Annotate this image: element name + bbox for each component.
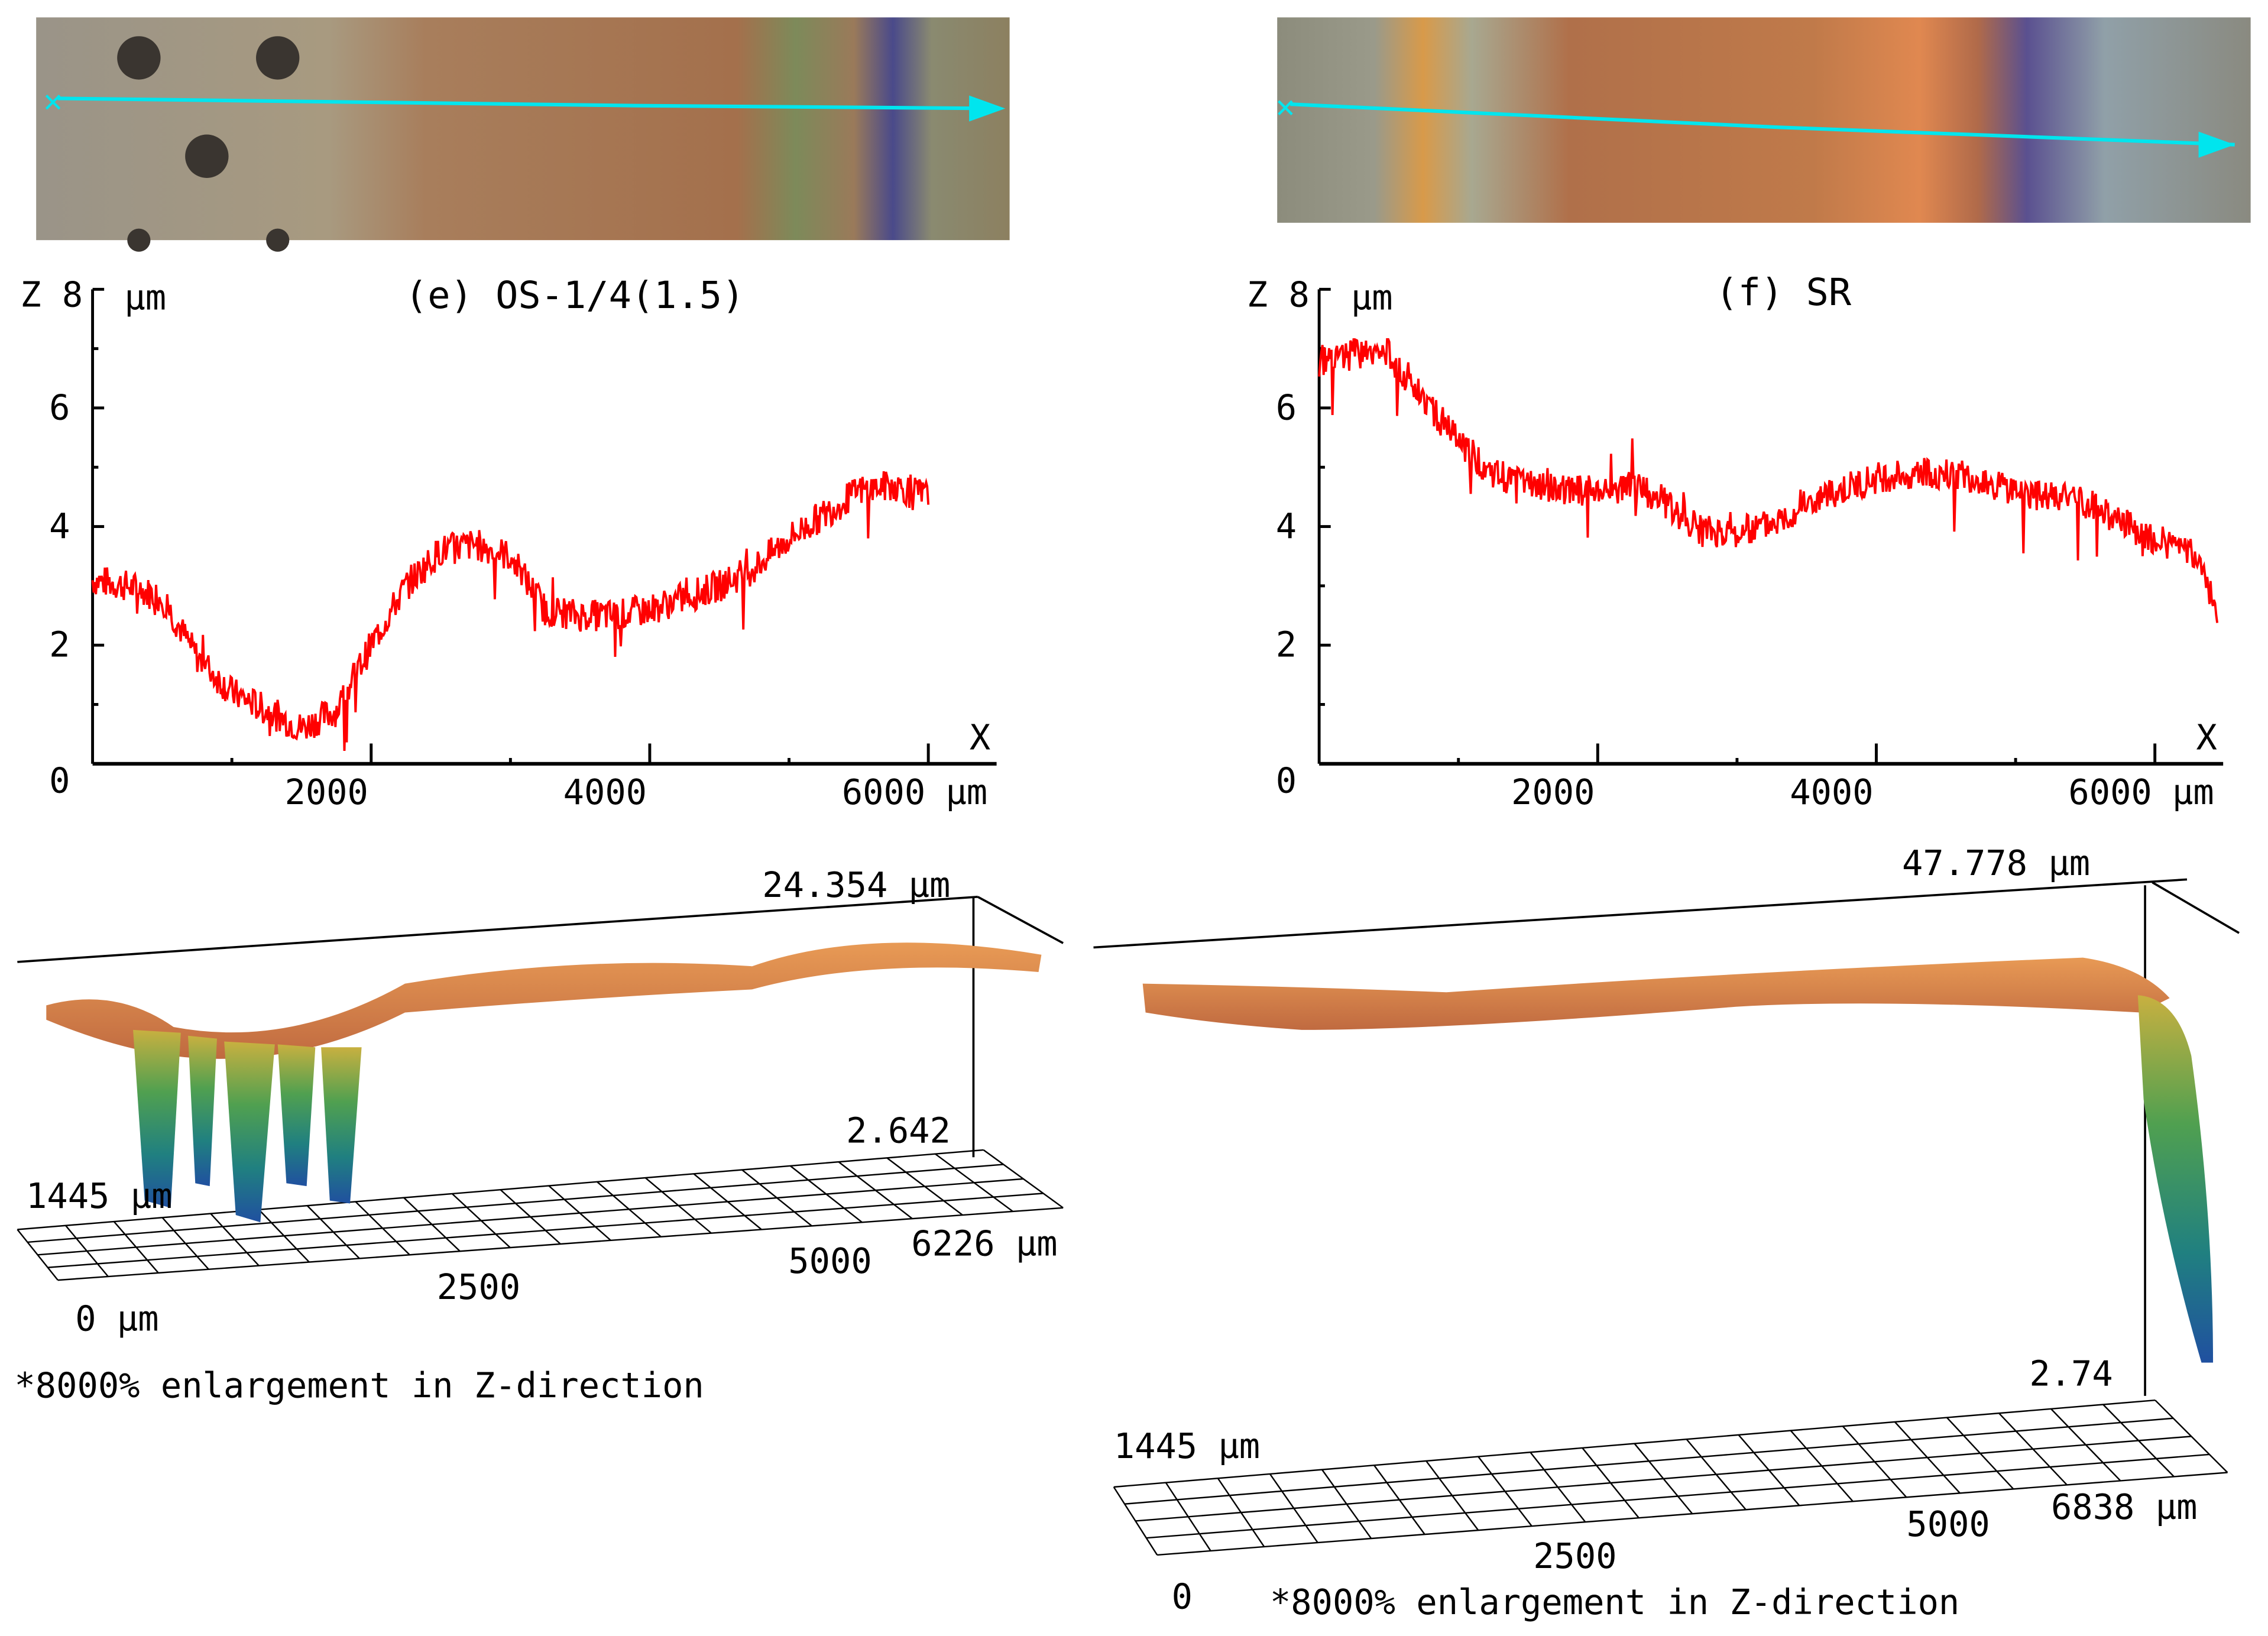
z-unit-label: μm (1351, 278, 1393, 318)
x-axis-label: X (970, 717, 990, 757)
grid-line (47, 1193, 1044, 1268)
profile-line (91, 471, 930, 751)
x-tick-label: 4000 (563, 772, 647, 812)
x-unit-label: μm (945, 772, 987, 812)
x-origin-label-f: 0 (1172, 1576, 1193, 1616)
profile-chart-f: 0 2 4 6 Z 8 μm 2000 4000 6000 μm X (1247, 275, 2224, 812)
x-tick-label-e: 2500 (437, 1267, 520, 1307)
x-tick-label: 2000 (1511, 772, 1595, 812)
x-tick-label-e: 5000 (788, 1241, 871, 1281)
y-tick-label: 0 (1276, 761, 1297, 801)
x-tick-label: 6000 (842, 772, 925, 812)
x-tick-label-f: 2500 (1533, 1536, 1616, 1576)
chart-title-e: (e) OS-1/4(1.5) (405, 273, 744, 317)
surface3d-drop-f (2137, 995, 2214, 1363)
x-tick-label-f: 5000 (1906, 1504, 1990, 1544)
grid-line (17, 1229, 59, 1281)
y-tick-label: 4 (1276, 506, 1297, 546)
scan-line (57, 96, 999, 111)
z-unit-label: μm (124, 278, 166, 318)
y-tick-label: 0 (49, 761, 70, 801)
chart-title-f: (f) SR (1715, 270, 1851, 314)
z-axis-label: Z 8 (20, 275, 83, 315)
scan-start-marker-icon: ✕ (43, 82, 62, 119)
surface3d-mesh-e (46, 942, 1042, 1059)
scan-end-arrow-icon (2198, 131, 2235, 158)
surface3d-grid-f (1113, 1399, 2228, 1556)
x-unit-label: μm (2172, 772, 2214, 812)
y-extent-label-e: 1445 μm (26, 1176, 172, 1216)
x-end-label-f: 6838 μm (2051, 1487, 2197, 1527)
z-min-label-f: 2.74 (2029, 1354, 2113, 1394)
z-max-label-e: 24.354 μm (762, 865, 950, 905)
z-axis-label: Z 8 (1247, 275, 1310, 315)
scan-start-marker-icon: ✕ (1276, 88, 1295, 125)
x-end-label-e: 6226 μm (911, 1224, 1057, 1264)
grid-line (1146, 1453, 2210, 1539)
scan-line (1290, 102, 2235, 147)
y-extent-label-f: 1445 μm (1114, 1426, 1260, 1466)
x-tick-label: 2000 (284, 772, 368, 812)
grid-line (17, 1149, 984, 1230)
x-tick-label: 6000 (2068, 772, 2152, 812)
y-tick-label: 6 (49, 388, 70, 428)
grid-line (27, 1164, 1004, 1243)
profile-line (1318, 338, 2219, 623)
grid-line (1124, 1417, 2173, 1505)
x-origin-label-e: 0 μm (75, 1299, 158, 1339)
grid-line (1113, 1399, 2156, 1488)
x-axis-label: X (2196, 717, 2217, 757)
grid-line (1135, 1436, 2192, 1522)
y-tick-label: 6 (1276, 388, 1297, 428)
surface3d-grid-e (17, 1149, 1064, 1281)
drill-holes (117, 36, 300, 252)
y-tick-label: 2 (49, 625, 70, 665)
surface-photo-e: ✕ (36, 17, 1010, 252)
surface3d-pits-e (133, 1029, 362, 1223)
surface-photo-f: ✕ (1276, 17, 2251, 223)
enlargement-note-e: *8000% enlargement in Z-direction (14, 1365, 704, 1405)
grid-line (1157, 1472, 2228, 1556)
y-tick-label: 4 (49, 506, 70, 546)
surface3d-mesh-f (1142, 957, 2170, 1030)
y-tick-label: 2 (1276, 625, 1297, 665)
surface3d-e: 24.354 μm 2.642 1445 μm 0 μm 2500 5000 6… (14, 865, 1064, 1405)
z-max-label-f: 47.778 μm (1902, 843, 2090, 883)
x-tick-label: 4000 (1790, 772, 1873, 812)
z-min-label-e: 2.642 (846, 1111, 951, 1151)
enlargement-note-f: *8000% enlargement in Z-direction (1270, 1582, 1959, 1622)
profile-chart-e: 0 2 4 6 Z 8 μm 2000 4000 6000 μm X (20, 275, 997, 812)
grid-line (57, 1207, 1064, 1281)
grid-line (37, 1178, 1023, 1256)
scan-end-arrow-icon (969, 95, 1006, 122)
surface3d-f: 47.778 μm 2.74 1445 μm 0 2500 5000 6838 … (1093, 843, 2240, 1622)
